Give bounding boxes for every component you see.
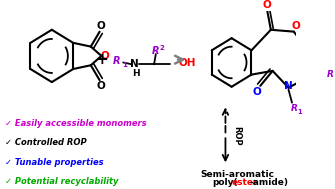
Text: 1: 1 xyxy=(122,62,127,68)
Text: ✓ Controlled ROP: ✓ Controlled ROP xyxy=(5,138,87,147)
Text: ester: ester xyxy=(231,178,258,187)
Text: O: O xyxy=(262,0,271,10)
Text: +: + xyxy=(96,52,109,67)
Text: N: N xyxy=(130,59,139,69)
Text: Semi-aromatic: Semi-aromatic xyxy=(200,170,274,179)
Text: O: O xyxy=(96,81,105,91)
Text: ROP: ROP xyxy=(232,125,242,145)
Text: O: O xyxy=(291,21,300,31)
Text: ✓ Easily accessible monomers: ✓ Easily accessible monomers xyxy=(5,119,147,128)
Text: R: R xyxy=(290,104,297,113)
Text: H: H xyxy=(133,69,140,78)
Text: 2: 2 xyxy=(159,45,164,51)
Text: ✓ Potential recyclability: ✓ Potential recyclability xyxy=(5,177,119,186)
Text: poly(: poly( xyxy=(212,178,238,187)
Text: 1: 1 xyxy=(297,109,302,115)
Text: ✓ Tunable properties: ✓ Tunable properties xyxy=(5,158,104,167)
Text: OH: OH xyxy=(179,58,196,68)
Text: -amide): -amide) xyxy=(249,178,288,187)
Text: O: O xyxy=(252,87,261,97)
Text: O: O xyxy=(96,21,105,31)
Text: 2: 2 xyxy=(334,76,335,82)
Text: R: R xyxy=(327,70,334,79)
Text: R: R xyxy=(113,56,121,66)
Text: O: O xyxy=(100,51,109,61)
Text: R: R xyxy=(152,46,159,56)
Text: N: N xyxy=(284,81,293,91)
